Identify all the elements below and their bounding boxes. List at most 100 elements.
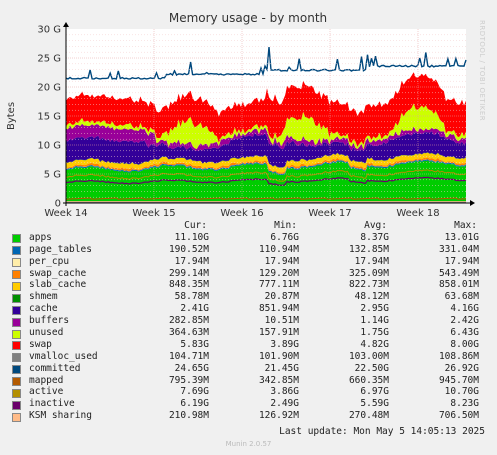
legend-row: swap 5.83G 3.89G 4.82G 8.00G	[10, 339, 490, 351]
legend-cur-value: 795.39M	[168, 374, 209, 386]
legend-avg-value: 325.09M	[348, 267, 389, 279]
legend-avg-value: 103.00M	[348, 350, 389, 362]
legend-swatch	[12, 400, 21, 410]
header-max: Max:	[454, 220, 477, 231]
legend-avg-value: 17.94M	[354, 255, 389, 267]
legend-max-value: 108.86M	[438, 350, 479, 362]
area-layers	[66, 72, 466, 203]
legend-series-name: swap	[29, 338, 52, 350]
legend-avg-value: 8.37G	[360, 231, 389, 243]
legend-series-name: mapped	[29, 374, 64, 386]
line-active	[65, 169, 467, 182]
legend-max-value: 17.94M	[444, 255, 479, 267]
legend-row: active 7.69G 3.86G 6.97G 10.70G	[10, 386, 490, 398]
line-series	[65, 46, 467, 203]
legend-cur-value: 848.35M	[168, 279, 209, 291]
legend-min-value: 110.94M	[258, 243, 299, 255]
legend-row: slab_cache 848.35M 777.11M 822.73M 858.01M	[10, 279, 490, 291]
legend-min-value: 20.87M	[264, 291, 299, 303]
legend-swatch	[12, 353, 21, 363]
y-tick-label: 5 G	[44, 170, 61, 181]
legend-max-value: 4.16G	[450, 303, 479, 315]
area-unused	[66, 103, 466, 150]
legend-cur-value: 17.94M	[174, 255, 209, 267]
area-apps	[66, 160, 466, 203]
legend-max-value: 706.50M	[438, 410, 479, 422]
legend-swatch	[12, 388, 21, 398]
legend-min-value: 101.90M	[258, 350, 299, 362]
munin-version: Munin 2.0.57	[225, 440, 272, 448]
legend-cur-value: 190.52M	[168, 243, 209, 255]
legend-swatch	[12, 246, 21, 256]
y-tick-labels: 0 5 G 10 G 15 G 20 G 25 G 30 G	[37, 25, 61, 210]
legend-min-value: 17.94M	[264, 255, 299, 267]
grid-lines	[66, 29, 466, 203]
legend: Cur: Min: Avg: Max: apps 11.10G 6.76G 8.37G…	[10, 220, 490, 422]
legend-swatch	[12, 317, 21, 327]
x-tick-label: Week 15	[132, 208, 175, 219]
x-tick-label: Week 17	[308, 208, 351, 219]
legend-series-name: swap_cache	[29, 267, 87, 279]
line-mapped	[65, 197, 467, 200]
legend-swatch	[12, 365, 21, 375]
legend-avg-value: 6.97G	[360, 386, 389, 398]
last-update: Last update: Mon May 5 14:05:13 2025	[279, 426, 485, 437]
legend-max-value: 331.04M	[438, 243, 479, 255]
y-axis-label: Bytes	[6, 102, 17, 130]
legend-swatch	[12, 258, 21, 268]
legend-cur-value: 299.14M	[168, 267, 209, 279]
legend-swatch	[12, 270, 21, 280]
y-axis-arrow	[63, 22, 69, 27]
legend-cur-value: 24.65G	[174, 362, 209, 374]
header-cur: Cur:	[184, 220, 207, 231]
header-avg: Avg:	[364, 220, 387, 231]
legend-series-name: cache	[29, 303, 58, 315]
legend-series-name: unused	[29, 327, 64, 339]
legend-row: swap_cache 299.14M 129.20M 325.09M 543.49M	[10, 268, 490, 280]
x-axis-arrow	[470, 200, 475, 206]
legend-row: committed 24.65G 21.45G 22.50G 26.92G	[10, 363, 490, 375]
legend-min-value: 126.92M	[258, 410, 299, 422]
legend-series-name: buffers	[29, 315, 70, 327]
legend-cur-value: 2.41G	[180, 303, 209, 315]
legend-cur-value: 58.78M	[174, 291, 209, 303]
y-tick-label: 30 G	[37, 25, 61, 36]
line-committed	[65, 46, 467, 80]
legend-cur-value: 11.10G	[174, 231, 209, 243]
legend-avg-value: 4.82G	[360, 338, 389, 350]
legend-max-value: 6.43G	[450, 327, 479, 339]
legend-avg-value: 270.48M	[348, 410, 389, 422]
legend-series-name: inactive	[29, 398, 75, 410]
legend-series-name: apps	[29, 231, 52, 243]
legend-cur-value: 7.69G	[180, 386, 209, 398]
legend-cur-value: 104.71M	[168, 350, 209, 362]
legend-max-value: 8.00G	[450, 338, 479, 350]
legend-cur-value: 5.83G	[180, 338, 209, 350]
x-tick-label: Week 18	[396, 208, 439, 219]
legend-series-name: page_tables	[29, 243, 92, 255]
x-tick-label: Week 14	[44, 208, 87, 219]
legend-row: vmalloc_used 104.71M 101.90M 103.00M 108.86M	[10, 351, 490, 363]
legend-max-value: 10.70G	[444, 386, 479, 398]
legend-avg-value: 22.50G	[354, 362, 389, 374]
area-swap-cache	[66, 157, 466, 174]
legend-swatch	[12, 293, 21, 303]
legend-cur-value: 210.98M	[168, 410, 209, 422]
y-tick-label: 25 G	[37, 54, 61, 65]
legend-avg-value: 822.73M	[348, 279, 389, 291]
legend-swatch	[12, 234, 21, 244]
legend-swatch	[12, 305, 21, 315]
legend-min-value: 129.20M	[258, 267, 299, 279]
area-page-tables	[66, 159, 466, 175]
legend-swatch	[12, 281, 21, 291]
area-cache	[66, 131, 466, 168]
line-inactive	[65, 176, 467, 186]
legend-avg-value: 48.12M	[354, 291, 389, 303]
legend-avg-value: 1.75G	[360, 327, 389, 339]
legend-row: per_cpu 17.94M 17.94M 17.94M 17.94M	[10, 256, 490, 268]
y-tick-label: 0	[55, 199, 61, 210]
legend-row: cache 2.41G 851.94M 2.95G 4.16G	[10, 303, 490, 315]
legend-max-value: 543.49M	[438, 267, 479, 279]
area-slab-cache	[66, 152, 466, 173]
legend-max-value: 8.23G	[450, 398, 479, 410]
